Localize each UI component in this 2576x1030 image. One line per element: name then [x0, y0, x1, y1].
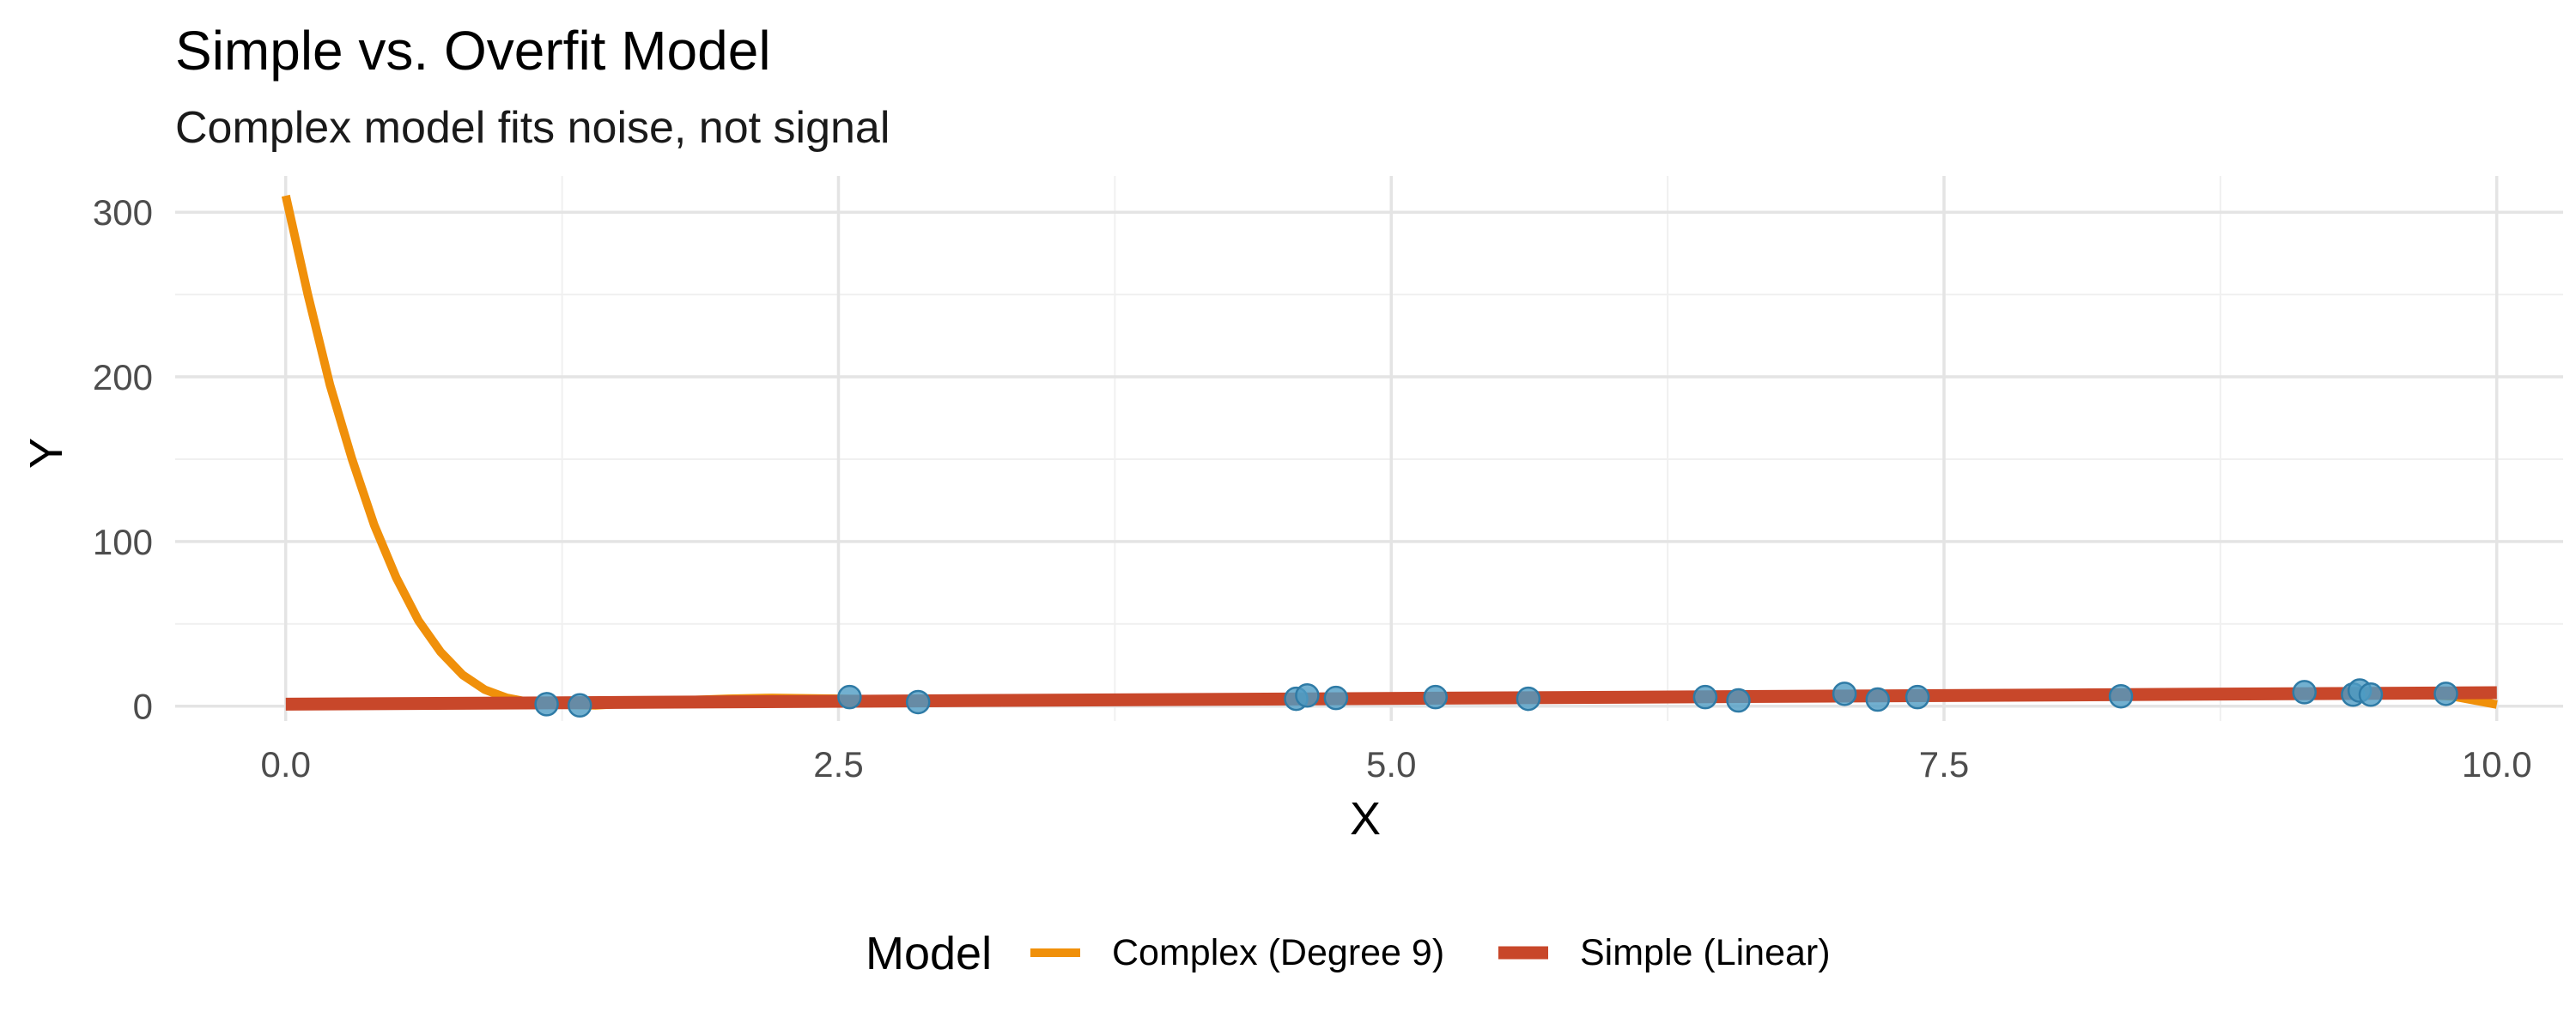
legend-label-simple: Simple (Linear) — [1580, 932, 1831, 973]
data-point — [2292, 680, 2317, 705]
data-point — [837, 684, 862, 710]
data-point — [1692, 684, 1718, 710]
data-point — [1295, 683, 1320, 708]
data-point — [1905, 684, 1930, 710]
y-axis-title: Y — [21, 438, 72, 469]
chart-subtitle: Complex model fits noise, not signal — [175, 103, 890, 153]
data-point — [1726, 688, 1751, 713]
chart-title: Simple vs. Overfit Model — [175, 20, 771, 82]
data-point — [2358, 682, 2384, 707]
legend-items: Complex (Degree 9) Simple (Linear) — [1030, 932, 1831, 973]
data-point — [1423, 684, 1448, 710]
x-tick-label: 5.0 — [1366, 744, 1416, 785]
x-tick-label: 7.5 — [1919, 744, 1969, 785]
data-point — [1323, 685, 1349, 711]
x-axis-title: X — [1350, 793, 1381, 845]
series-line-simple — [285, 686, 2497, 711]
x-tick-label: 0.0 — [261, 744, 311, 785]
y-tick-label: 200 — [93, 357, 153, 397]
x-axis-tick-labels: 0.0 2.5 5.0 7.5 10.0 — [261, 744, 2532, 785]
y-axis-tick-labels: 0 100 200 300 — [93, 192, 153, 727]
x-tick-label: 2.5 — [813, 744, 863, 785]
legend-title: Model — [866, 928, 992, 979]
x-tick-label: 10.0 — [2462, 744, 2532, 785]
data-point — [1865, 687, 1890, 712]
data-point — [1832, 682, 1857, 706]
legend-label-complex: Complex (Degree 9) — [1112, 932, 1444, 973]
data-point — [567, 693, 592, 718]
data-point — [534, 692, 559, 717]
y-tick-label: 300 — [93, 192, 153, 233]
legend: Model Complex (Degree 9) Simple (Linear) — [866, 928, 1831, 979]
data-point — [905, 689, 931, 715]
y-tick-label: 100 — [93, 522, 153, 562]
data-point — [2433, 682, 2458, 706]
y-tick-label: 0 — [133, 687, 153, 727]
minor-gridlines — [175, 176, 2563, 721]
points-layer — [534, 678, 2458, 718]
data-point — [1516, 686, 1541, 712]
data-point — [2108, 683, 2134, 709]
major-gridlines — [175, 176, 2563, 721]
